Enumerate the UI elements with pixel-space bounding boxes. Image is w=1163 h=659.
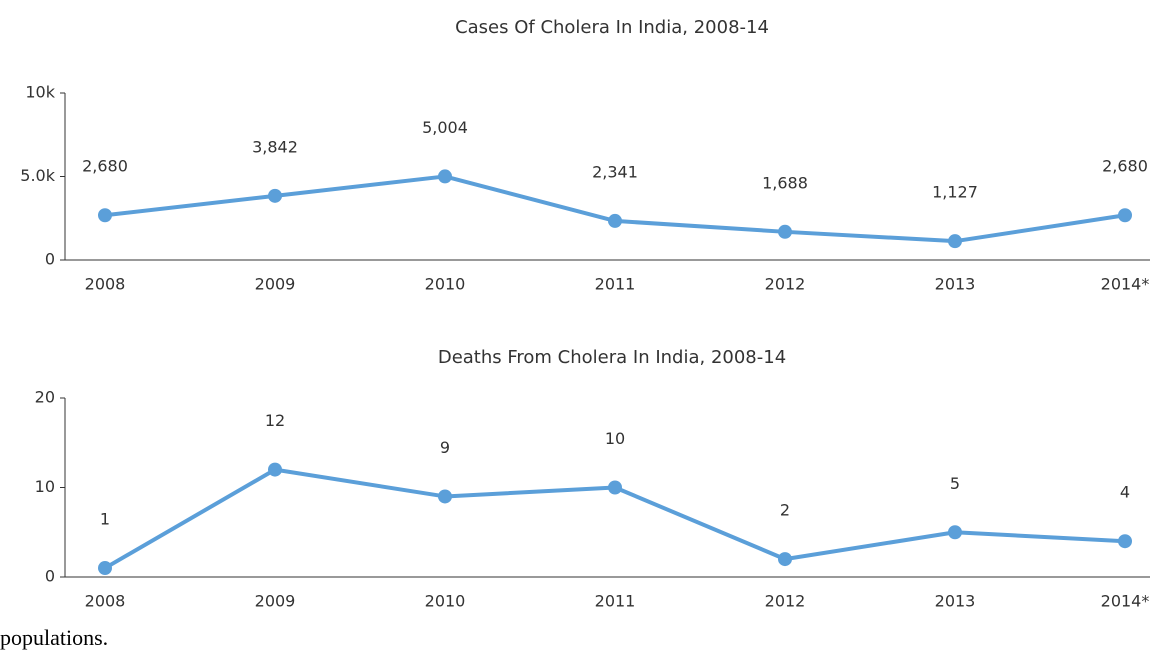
x-tick-label: 2009 xyxy=(255,592,296,611)
data-label: 1 xyxy=(100,510,110,529)
x-tick-label: 2010 xyxy=(425,592,466,611)
point xyxy=(778,552,792,567)
y-tick-label: 10 xyxy=(35,477,55,496)
x-tick-label: 2011 xyxy=(595,592,636,611)
point xyxy=(778,224,792,239)
x-tick-label: 2008 xyxy=(85,275,126,294)
y-tick-label: 10k xyxy=(25,83,55,102)
y-tick-label: 0 xyxy=(45,250,55,269)
data-label: 2 xyxy=(780,501,790,520)
point xyxy=(98,208,112,223)
x-tick-label: 2011 xyxy=(595,275,636,294)
data-label: 1,127 xyxy=(932,183,978,202)
data-label: 12 xyxy=(265,411,285,430)
y-tick-label: 5.0k xyxy=(20,166,55,185)
point xyxy=(608,213,622,228)
point xyxy=(438,169,452,184)
data-label: 2,341 xyxy=(592,162,638,181)
data-label: 2,680 xyxy=(1102,157,1148,176)
x-tick-label: 2014* xyxy=(1101,275,1150,294)
point xyxy=(1118,534,1132,549)
chart-title: Deaths From Cholera In India, 2008-14 xyxy=(438,347,786,368)
point xyxy=(268,462,282,477)
x-tick-label: 2010 xyxy=(425,275,466,294)
data-label: 10 xyxy=(605,429,625,448)
data-label: 5,004 xyxy=(422,118,468,137)
x-tick-label: 2013 xyxy=(935,592,976,611)
data-label: 5 xyxy=(950,474,960,493)
point xyxy=(268,188,282,203)
point xyxy=(438,489,452,504)
x-tick-label: 2008 xyxy=(85,592,126,611)
x-tick-label: 2009 xyxy=(255,275,296,294)
data-label: 4 xyxy=(1120,483,1130,502)
x-tick-label: 2012 xyxy=(765,275,806,294)
body-text: populations. xyxy=(0,625,108,650)
data-label: 1,688 xyxy=(762,173,808,192)
data-label: 2,680 xyxy=(82,157,128,176)
x-tick-label: 2014* xyxy=(1101,592,1150,611)
x-tick-label: 2013 xyxy=(935,275,976,294)
y-tick-label: 0 xyxy=(45,567,55,586)
point xyxy=(948,234,962,249)
x-tick-label: 2012 xyxy=(765,592,806,611)
y-tick-label: 20 xyxy=(35,388,55,407)
data-label: 3,842 xyxy=(252,137,298,156)
point xyxy=(98,561,112,576)
chart-title: Cases Of Cholera In India, 2008-14 xyxy=(455,17,769,38)
point xyxy=(948,525,962,540)
data-label: 9 xyxy=(440,438,450,457)
point xyxy=(1118,208,1132,223)
point xyxy=(608,480,622,495)
